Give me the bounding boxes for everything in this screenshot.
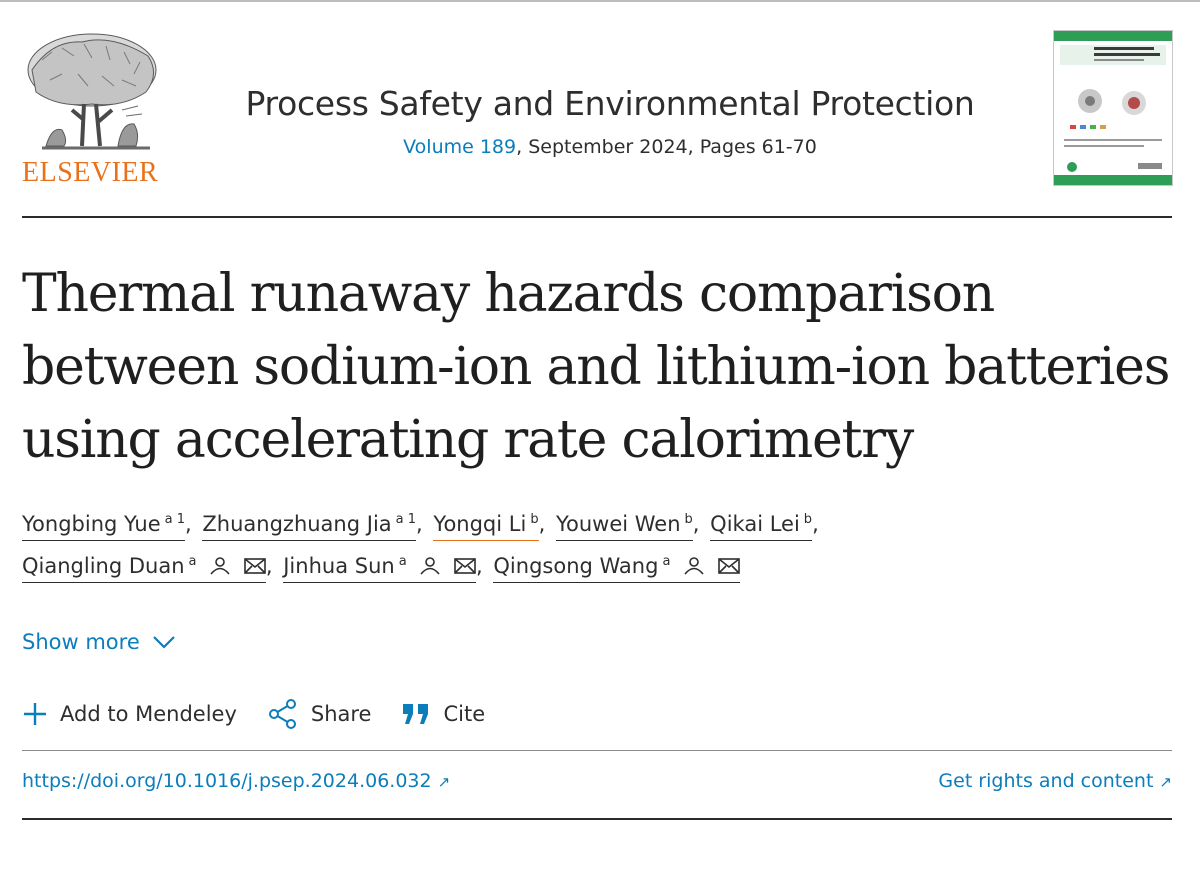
article-actions: Add to Mendeley Share Cite	[22, 698, 515, 730]
author-separator: ,	[812, 512, 819, 536]
get-rights-link[interactable]: Get rights and content ↗	[938, 770, 1172, 792]
author-separator: ,	[476, 554, 483, 578]
plus-icon	[24, 703, 46, 725]
article-title: Thermal runaway hazards comparison betwe…	[22, 264, 1170, 470]
volume-link[interactable]: Volume 189	[403, 136, 517, 158]
author-list: Yongbing Yue a 1, Zhuangzhuang Jia a 1, Yo…	[22, 512, 1172, 596]
external-link-icon: ↗	[1159, 773, 1172, 791]
author-separator: ,	[265, 554, 273, 578]
header-divider	[22, 216, 1172, 218]
author-link[interactable]: Yongqi Li b	[433, 512, 539, 541]
author-affiliation: b	[803, 512, 813, 527]
author-separator: ,	[538, 512, 546, 536]
doi-text: https://doi.org/10.1016/j.psep.2024.06.0…	[22, 770, 432, 792]
external-link-icon: ↗	[437, 773, 451, 791]
author-link[interactable]: Zhuangzhuang Jia a 1	[202, 512, 417, 541]
journal-title-link[interactable]: Process Safety and Environmental Protect…	[245, 84, 975, 123]
author-separator: ,	[185, 512, 192, 536]
show-more-button[interactable]: Show more	[22, 630, 176, 654]
author-line-1: Yongbing Yue a 1, Zhuangzhuang Jia a 1, Yo…	[22, 512, 1172, 554]
author-link[interactable]: Yongbing Yue a 1	[22, 512, 186, 541]
cover-image-icon	[1054, 31, 1172, 185]
person-icon	[210, 557, 230, 575]
journal-header: Process Safety and Environmental Protect…	[180, 82, 1040, 160]
elsevier-logo[interactable]: ELSEVIER	[22, 30, 162, 190]
show-more-label: Show more	[22, 630, 140, 654]
cite-label: Cite	[443, 702, 486, 726]
issue-info: Volume 189, September 2024, Pages 61-70	[180, 134, 1040, 160]
author-link[interactable]: Qikai Lei b	[710, 512, 813, 541]
email-icon	[244, 558, 266, 574]
author-link[interactable]: Qingsong Wang a	[493, 554, 740, 583]
elsevier-tree-icon	[27, 33, 157, 150]
doi-link[interactable]: https://doi.org/10.1016/j.psep.2024.06.0…	[22, 770, 450, 792]
author-name: Yongbing Yue	[22, 512, 161, 536]
author-name: Zhuangzhuang Jia	[202, 512, 392, 536]
author-name: Qikai Lei	[710, 512, 800, 536]
person-icon	[684, 557, 704, 575]
author-affiliation: b	[530, 512, 539, 527]
email-icon	[454, 558, 476, 574]
actions-divider	[22, 750, 1172, 751]
add-to-mendeley-button[interactable]: Add to Mendeley	[22, 701, 237, 727]
mendeley-label: Add to Mendeley	[60, 702, 237, 726]
issue-details: , September 2024, Pages 61-70	[516, 136, 817, 158]
author-name: Qiangling Duan	[22, 554, 185, 578]
rights-text: Get rights and content	[938, 770, 1154, 792]
author-affiliation: a	[188, 554, 197, 569]
author-link[interactable]: Youwei Wen b	[555, 512, 693, 541]
journal-cover-thumbnail[interactable]	[1053, 30, 1173, 186]
author-affiliation: a 1	[164, 512, 186, 527]
email-icon	[717, 558, 740, 574]
bottom-divider	[22, 818, 1172, 820]
person-icon	[420, 557, 440, 575]
quote-icon	[403, 704, 429, 724]
share-button[interactable]: Share	[267, 698, 372, 730]
author-name: Jinhua Sun	[283, 554, 395, 578]
cite-button[interactable]: Cite	[401, 702, 485, 726]
author-separator: ,	[692, 512, 700, 536]
share-label: Share	[310, 702, 372, 726]
author-line-2: Qiangling Duan a , Jinhua Sun a , Qingsong…	[22, 554, 1172, 596]
author-link[interactable]: Jinhua Sun a	[283, 554, 477, 583]
share-icon	[268, 699, 296, 729]
elsevier-wordmark: ELSEVIER	[22, 157, 159, 188]
author-affiliation: a	[662, 554, 671, 569]
author-name: Yongqi Li	[433, 512, 527, 536]
author-name: Qingsong Wang	[493, 554, 659, 578]
author-name: Youwei Wen	[555, 512, 681, 536]
author-affiliation: b	[684, 512, 693, 527]
chevron-down-icon	[152, 636, 175, 649]
author-affiliation: a 1	[395, 512, 417, 527]
top-border	[0, 0, 1200, 2]
author-link[interactable]: Qiangling Duan a	[22, 554, 266, 583]
author-affiliation: a	[398, 554, 407, 569]
author-separator: ,	[416, 512, 423, 536]
